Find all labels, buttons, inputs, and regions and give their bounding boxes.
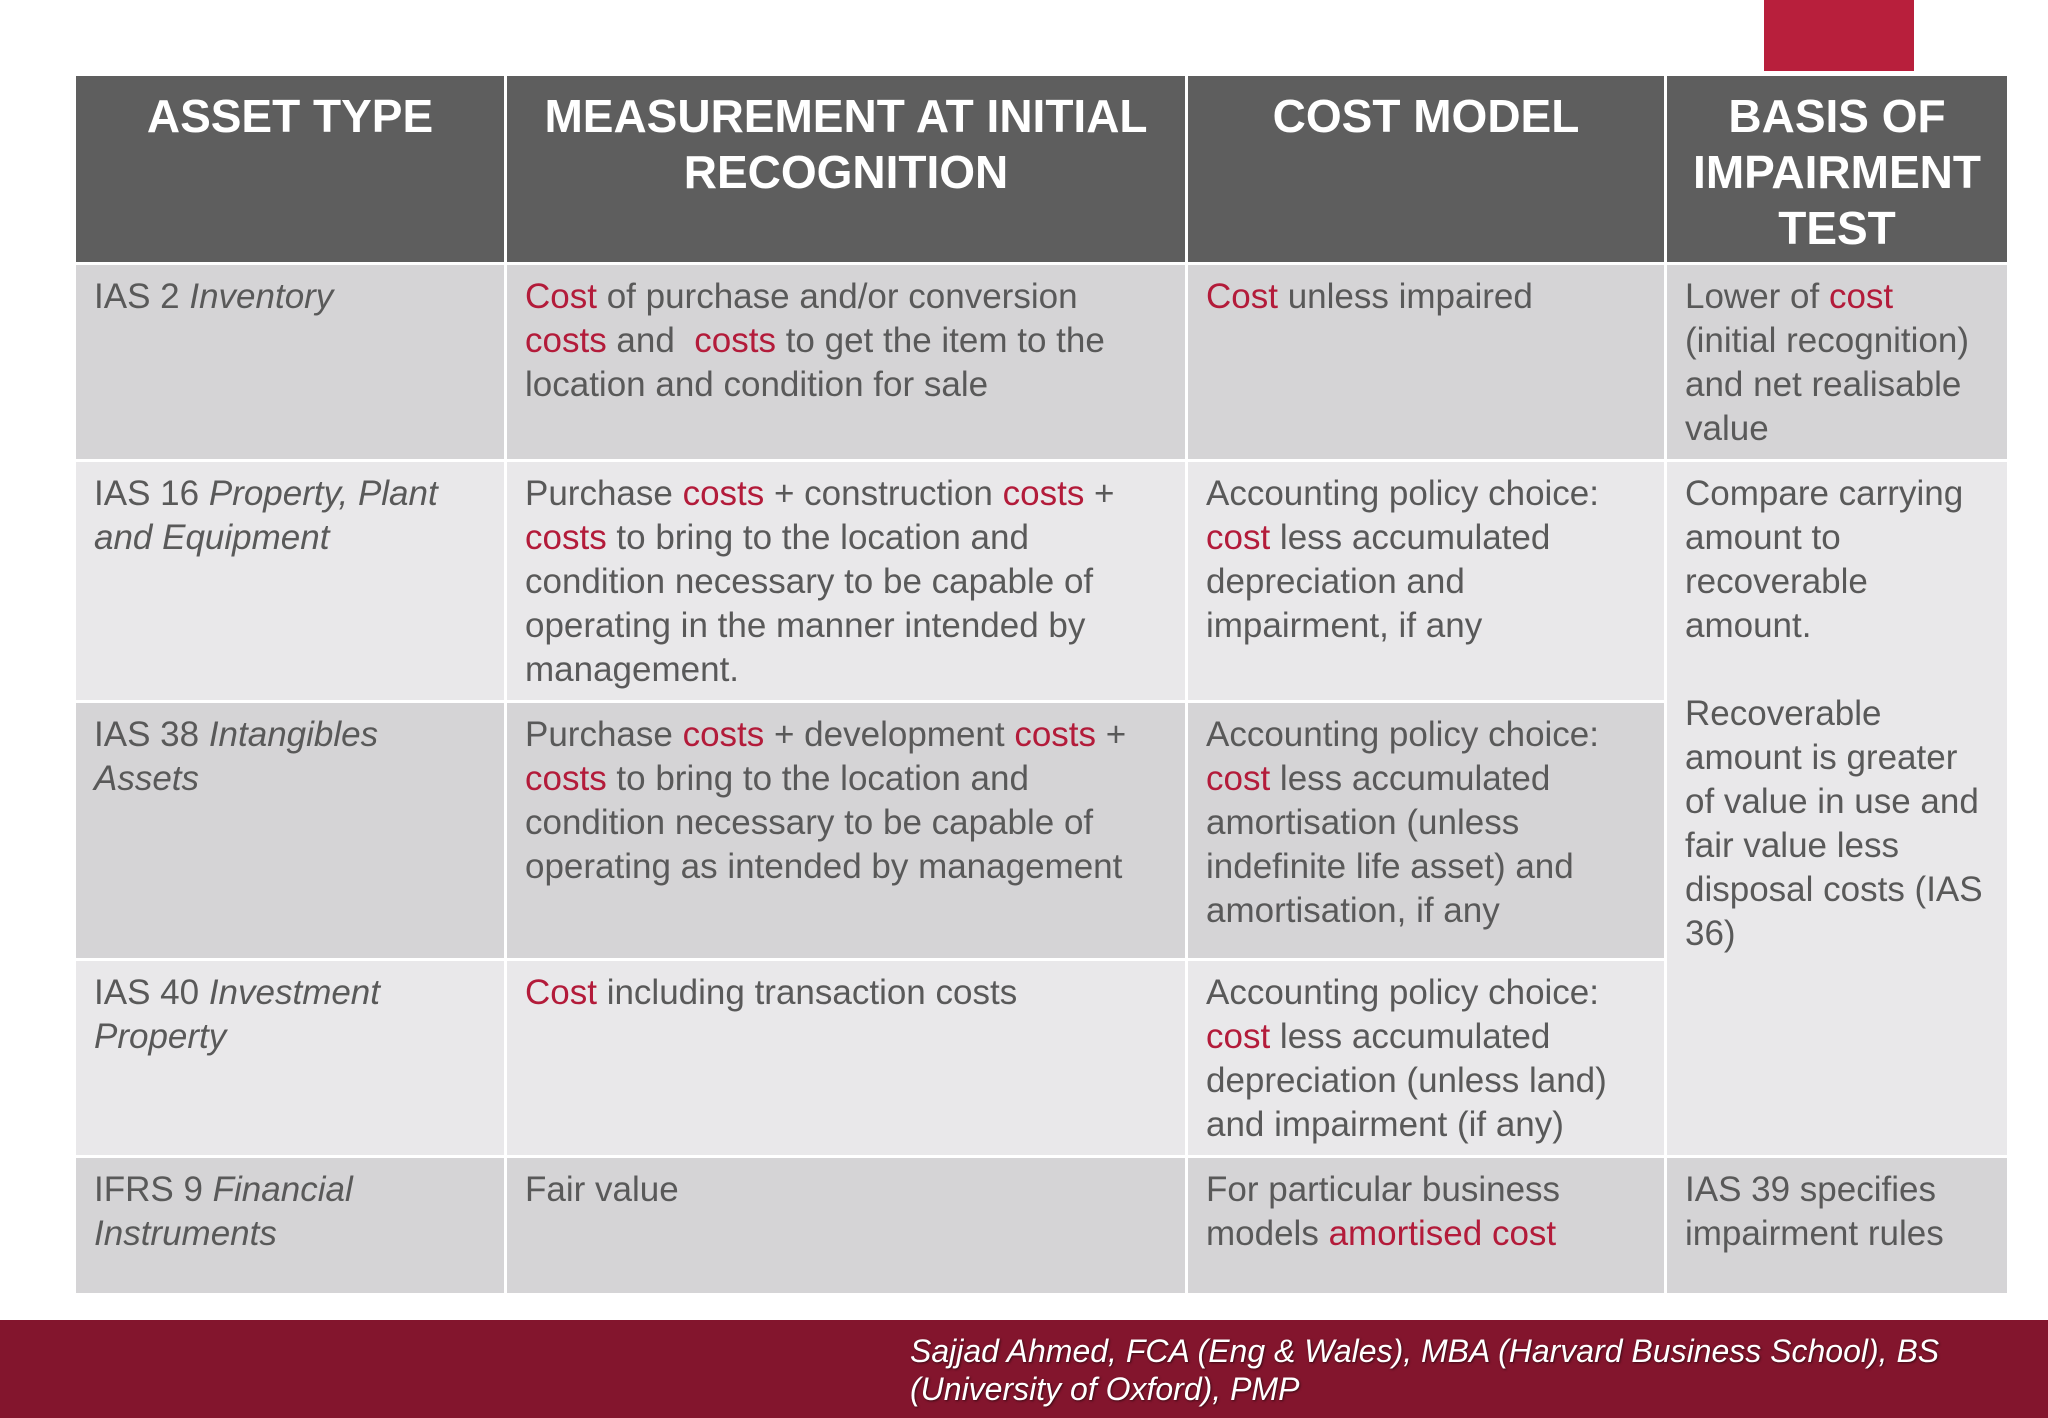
header-row: ASSET TYPE MEASUREMENT AT INITIAL RECOGN… bbox=[73, 73, 2010, 265]
measurement-cell: Fair value bbox=[504, 1155, 1188, 1296]
text-run: of purchase and/or conversion bbox=[596, 277, 1078, 316]
highlight-term: Cost bbox=[525, 973, 597, 1012]
asset-type-cell: IAS 40 Investment Property bbox=[73, 958, 507, 1158]
text-run: + bbox=[1084, 474, 1115, 513]
asset-code: IAS 38 bbox=[94, 715, 200, 754]
highlight-term: costs bbox=[682, 474, 765, 513]
paragraph-gap bbox=[1685, 648, 1989, 692]
cost-model-cell: Cost unless impaired bbox=[1185, 262, 1667, 462]
text-run: less accumulated depreciation (unless la… bbox=[1206, 1017, 1607, 1144]
text-run: Lower of bbox=[1685, 277, 1829, 316]
header-measurement: MEASUREMENT AT INITIAL RECOGNITION bbox=[504, 73, 1188, 265]
text-run: less accumulated depreciation and impair… bbox=[1206, 518, 1551, 645]
text-run: less accumulated amortisation (unless in… bbox=[1206, 759, 1574, 930]
text-run: to bring to the location and condition n… bbox=[525, 759, 1123, 886]
highlight-term: cost bbox=[1206, 518, 1271, 557]
asset-type-cell: IAS 16 Property, Plant and Equipment bbox=[73, 459, 507, 703]
highlight-term: costs bbox=[525, 518, 607, 557]
asset-name: Inventory bbox=[189, 277, 334, 316]
cost-model-cell: Accounting policy choice: cost less accu… bbox=[1185, 459, 1667, 703]
table-row: IAS 40 Investment Property Cost includin… bbox=[73, 958, 2009, 1158]
cost-model-cell: For particular business models amortised… bbox=[1185, 1155, 1667, 1296]
asset-comparison-table: ASSET TYPE MEASUREMENT AT INITIAL RECOGN… bbox=[73, 73, 2010, 1296]
measurement-cell: Cost including transaction costs bbox=[504, 958, 1188, 1158]
highlight-term: amortised cost bbox=[1328, 1214, 1557, 1253]
text-run: Accounting policy choice: bbox=[1206, 715, 1599, 754]
text-run: (initial recognition) and net realisable… bbox=[1685, 321, 1970, 448]
text-run: including transaction costs bbox=[596, 973, 1018, 1012]
table-row: IAS 2 Inventory Cost of purchase and/or … bbox=[73, 262, 2010, 462]
measurement-cell: Cost of purchase and/or conversion costs… bbox=[504, 262, 1188, 462]
text-run: and bbox=[606, 321, 695, 360]
measurement-cell: Purchase costs + development costs + cos… bbox=[504, 700, 1188, 961]
asset-name: Investment Property bbox=[94, 973, 381, 1056]
table-row: IAS 16 Property, Plant and Equipment Pur… bbox=[73, 459, 2010, 1158]
impairment-cell: Lower of cost (initial recognition) and … bbox=[1664, 262, 2010, 462]
text-run: Accounting policy choice: bbox=[1206, 973, 1599, 1012]
text-run: + development bbox=[764, 715, 1015, 754]
highlight-term: costs bbox=[1014, 715, 1097, 754]
text-run: + construction bbox=[764, 474, 1003, 513]
asset-code: IAS 16 bbox=[94, 474, 200, 513]
text-run: Purchase bbox=[525, 474, 683, 513]
asset-name: Financial Instruments bbox=[94, 1170, 353, 1253]
text-run: unless impaired bbox=[1277, 277, 1533, 316]
impairment-cell-merged: Compare carrying amount to recoverable a… bbox=[1664, 459, 2010, 1158]
asset-type-cell: IFRS 9 Financial Instruments bbox=[73, 1155, 507, 1296]
asset-name: Intangibles Assets bbox=[94, 715, 379, 798]
text-run: Fair value bbox=[525, 1170, 679, 1209]
asset-name: Property, Plant and Equipment bbox=[94, 474, 438, 557]
highlight-term: costs bbox=[525, 759, 607, 798]
highlight-term: costs bbox=[694, 321, 776, 360]
impairment-cell: IAS 39 specifies impairment rules bbox=[1664, 1155, 2010, 1296]
text-run: + bbox=[1096, 715, 1127, 754]
footer-bar: Sajjad Ahmed, FCA (Eng & Wales), MBA (Ha… bbox=[0, 1320, 2048, 1418]
highlight-term: costs bbox=[525, 321, 607, 360]
text-run: Accounting policy choice: bbox=[1206, 474, 1599, 513]
cost-model-cell: Accounting policy choice: cost less accu… bbox=[1185, 700, 1667, 961]
table-row: IFRS 9 Financial Instruments Fair value … bbox=[73, 1155, 2010, 1296]
highlight-term: cost bbox=[1828, 277, 1894, 316]
text-run: to bring to the location and condition n… bbox=[525, 518, 1094, 689]
text-run: For particular business models bbox=[1206, 1170, 1561, 1253]
highlight-term: cost bbox=[1206, 1017, 1271, 1056]
asset-code: IAS 2 bbox=[94, 277, 180, 316]
measurement-cell: Purchase costs + construction costs + co… bbox=[504, 459, 1188, 703]
author-credit: Sajjad Ahmed, FCA (Eng & Wales), MBA (Ha… bbox=[910, 1333, 1940, 1407]
impairment-paragraph: Recoverable amount is greater of value i… bbox=[1685, 694, 1983, 953]
table-row: IAS 38 Intangibles Assets Purchase costs… bbox=[73, 700, 2009, 961]
highlight-term: costs bbox=[682, 715, 765, 754]
accent-tab bbox=[1764, 0, 1914, 71]
highlight-term: Cost bbox=[525, 277, 597, 316]
header-cost-model: COST MODEL bbox=[1185, 73, 1667, 265]
header-impairment-basis: BASIS OF IMPAIRMENT TEST bbox=[1664, 73, 2010, 265]
text-run: IAS 39 specifies impairment rules bbox=[1685, 1170, 1944, 1253]
asset-code: IAS 40 bbox=[94, 973, 200, 1012]
asset-code: IFRS 9 bbox=[94, 1170, 203, 1209]
text-run: to get the item to the location and cond… bbox=[525, 321, 1105, 404]
asset-type-cell: IAS 2 Inventory bbox=[73, 262, 507, 462]
header-asset-type: ASSET TYPE bbox=[73, 73, 507, 265]
asset-type-cell: IAS 38 Intangibles Assets bbox=[73, 700, 507, 961]
highlight-term: costs bbox=[1002, 474, 1085, 513]
highlight-term: Cost bbox=[1206, 277, 1278, 316]
impairment-paragraph: Compare carrying amount to recoverable a… bbox=[1685, 474, 1964, 645]
cost-model-cell: Accounting policy choice: cost less accu… bbox=[1185, 958, 1667, 1158]
highlight-term: cost bbox=[1206, 759, 1271, 798]
text-run: Purchase bbox=[525, 715, 683, 754]
